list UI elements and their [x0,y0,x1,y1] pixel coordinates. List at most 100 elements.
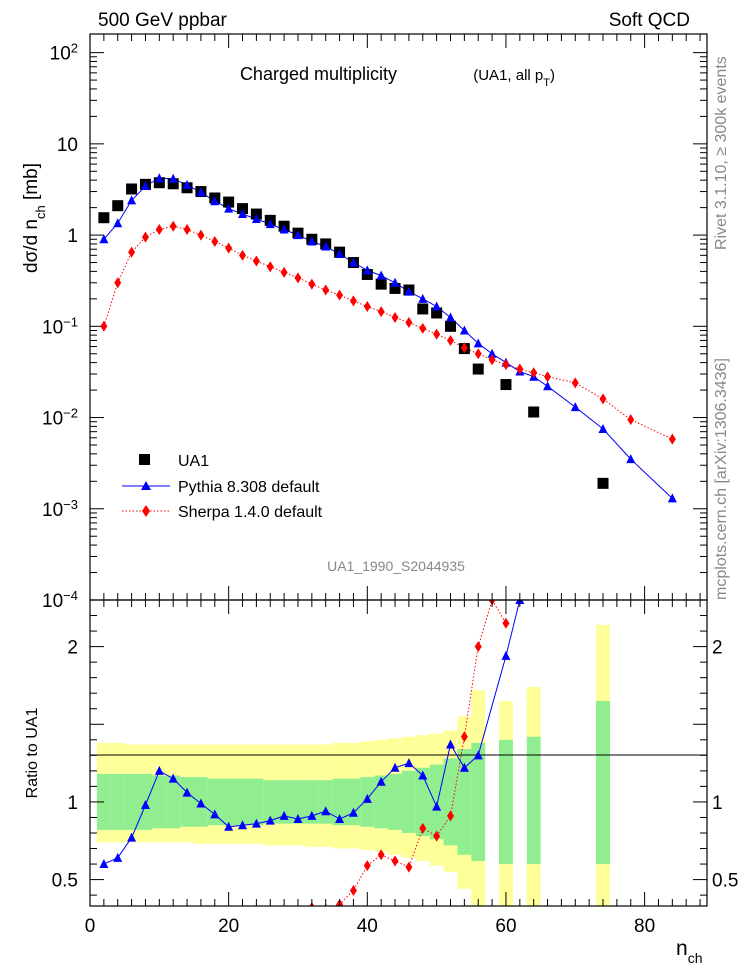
sherpa-ratio-point [377,849,385,861]
ratio-y-tick-label: 1 [67,793,78,814]
top-y-tick-labels: 102 10 1 10−1 10−2 10−3 10−4 [42,40,78,612]
x-tick-label: 20 [218,916,239,937]
ua1-point [237,203,249,215]
sherpa-point [266,261,274,273]
ua1-point [597,477,609,489]
pythia-ratio-point [404,758,414,768]
inner-band-bin [318,780,333,824]
inner-band-bin [374,775,389,829]
pythia-ratio-point [321,806,331,816]
pythia-ratio-point [432,801,442,811]
inner-band-bin [471,742,486,861]
sherpa-point [474,348,482,360]
pythia-ratio-point [210,809,220,819]
ratio-y-tick-label-right: 2 [712,638,723,659]
header-right: Soft QCD [609,10,690,31]
ua1-point [167,178,179,190]
ratio-y-tick-label-right: 1 [712,793,723,814]
x-tick-label: 0 [85,916,96,937]
pythia-point [390,277,400,287]
pythia-ratio-point [390,762,400,772]
pythia-point [168,173,178,183]
sherpa-point [169,220,177,232]
pythia-point [265,219,275,229]
pythia-ratio-point [473,750,483,760]
inner-band-bin [401,770,416,833]
ua1-point [389,282,401,294]
ratio-axis-ticks [89,600,707,906]
pythia-ratio-point [127,832,137,842]
ratio-ylabel: Ratio to UA1 [24,708,41,799]
sherpa-point [488,354,496,366]
sherpa-ratio-point [391,855,399,867]
sherpa-point [433,328,441,340]
pythia-point [598,423,608,433]
sherpa-point [336,289,344,301]
pythia-point [321,241,331,251]
sherpa-point [405,317,413,329]
pythia-point [473,338,483,348]
sherpa-ratio-point [502,617,510,629]
sherpa-point [502,359,510,371]
pythia-point [404,286,414,296]
inner-band-bin [124,773,139,830]
inner-band-bin [415,767,430,837]
pythia-ratio-point [99,859,109,869]
sherpa-point [114,277,122,289]
pythia-ratio-point [224,821,234,831]
legend-ua1-label: UA1 [178,453,209,470]
top-y-tick-label: 10−3 [42,496,78,521]
pythia-ratio-point [265,815,275,825]
pythia-ratio-point [501,650,511,660]
inner-band-bin [388,773,402,830]
pythia-ratio-point [362,793,372,803]
pythia-point [293,230,303,240]
pythia-ratio-point [335,814,345,824]
sherpa-ratio-point [474,641,482,653]
ua1-point [361,268,373,280]
pythia-point [99,234,109,244]
pythia-point [445,312,455,322]
inner-band-bin [249,778,264,826]
pythia-ratio-point [418,770,428,780]
sherpa-ratio-point [405,861,413,873]
sherpa-point [128,246,136,258]
sherpa-point [391,311,399,323]
ratio-plot: 0.5 0.51 12 20 20 40 60 80 Ratio to UA1 nch [24,599,739,966]
inner-band-bin [526,736,541,865]
pythia-ratio-point [348,807,358,817]
sherpa-ratio-point [433,830,441,842]
ua1-point [431,307,443,319]
ratio-series [99,600,525,906]
ua1-point [153,177,165,189]
legend: UA1 Pythia 8.308 default Sherpa 1.4.0 de… [122,453,323,521]
pythia-point [362,265,372,275]
pythia-ratio-point [168,773,178,783]
inner-band-bin [596,700,610,865]
sherpa-point [544,371,552,383]
inner-band-bin [346,778,361,826]
sherpa-point [349,295,357,307]
pythia-ratio-point [140,800,150,810]
ratio-tick-labels: 0.5 0.51 12 20 20 40 60 80 [52,638,739,937]
sherpa-line [103,225,673,440]
pythia-point [251,214,261,224]
pythia-ratio-point [376,776,386,786]
ua1-point [375,278,387,290]
sherpa-point [239,249,247,261]
sherpa-point [308,278,316,290]
pythia-point [196,187,206,197]
sherpa-point [141,231,149,243]
sherpa-ratio-point [363,860,371,872]
sherpa-point [599,393,607,405]
sherpa-point [211,236,219,248]
legend-pythia-label: Pythia 8.308 default [178,479,320,496]
inner-band-bin [221,778,236,826]
ua1-point [98,212,110,224]
sherpa-point [294,272,302,284]
ua1-point [223,196,235,208]
legend-pythia-marker [141,481,151,490]
top-ylabel: dσ/d nch [mb] [21,163,48,273]
pythia-point [667,493,677,503]
sherpa-point [363,300,371,312]
